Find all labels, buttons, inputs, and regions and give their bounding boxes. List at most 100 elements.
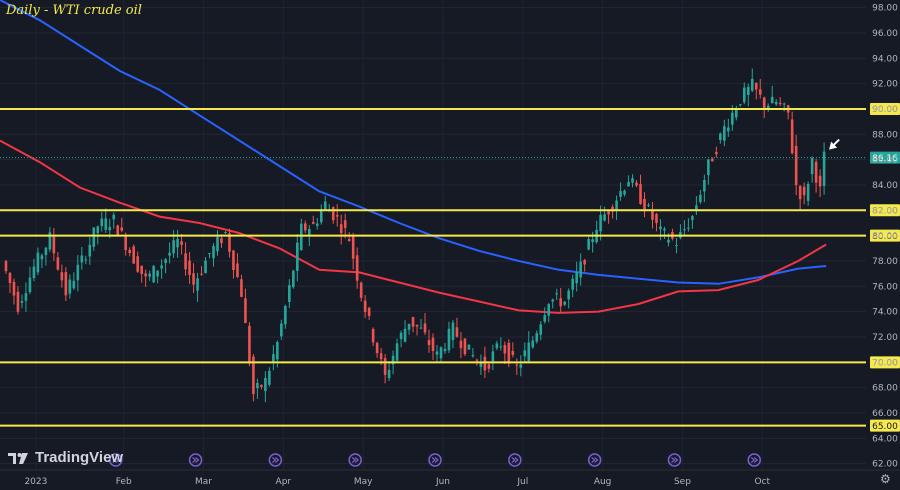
candle-body — [547, 304, 551, 316]
candle-body — [603, 214, 606, 221]
tradingview-logo-icon — [8, 451, 30, 465]
candle — [280, 319, 283, 341]
event-marker-chevron — [431, 457, 439, 463]
candle-body — [20, 301, 24, 303]
candle-body — [439, 347, 443, 359]
time-axis[interactable]: 2023 Feb Mar Apr May Jun Jul Aug Sep Oct — [0, 453, 900, 487]
candle — [359, 281, 363, 302]
candle-body — [387, 369, 391, 379]
candle — [762, 96, 766, 119]
candle — [459, 332, 463, 359]
price-tick-label: 78.00 — [872, 257, 898, 267]
time-tick-label: Mar — [195, 477, 212, 487]
price-axis[interactable]: 62.00 64.00 66.00 68.00 70.00 72.00 74.00 76.00… — [872, 4, 898, 470]
candle-body — [24, 293, 28, 301]
chart-title: Daily - WTI crude oil — [6, 3, 142, 18]
candle — [774, 99, 778, 106]
candle-body — [8, 272, 12, 284]
event-marker-icon[interactable] — [108, 453, 123, 467]
event-marker-circle — [188, 453, 203, 467]
candle-body — [814, 161, 818, 183]
time-tick-label: Jun — [435, 477, 450, 487]
candle-body — [220, 238, 223, 244]
event-marker-icon[interactable] — [428, 453, 442, 467]
candle — [184, 242, 187, 276]
candle — [256, 378, 259, 399]
price-tick-label: 92.00 — [872, 80, 898, 90]
candle-body — [407, 323, 411, 330]
candle-body — [607, 211, 610, 215]
candle — [511, 342, 515, 358]
candle — [750, 68, 754, 93]
candle-body — [4, 261, 8, 272]
candle-body — [627, 182, 630, 187]
event-marker-circle — [747, 453, 762, 467]
candle-body — [363, 300, 367, 312]
candle — [339, 214, 343, 245]
candle — [439, 346, 443, 364]
candle-body — [152, 265, 155, 283]
candle-body — [810, 157, 814, 175]
candle-body — [292, 270, 295, 288]
candle — [818, 169, 822, 198]
candle — [495, 340, 499, 351]
event-marker-icon[interactable] — [508, 453, 522, 467]
candle — [192, 263, 195, 293]
candle-body — [555, 293, 559, 295]
price-tick-label: 76.00 — [872, 282, 898, 292]
candle-body — [176, 238, 179, 248]
candle — [208, 252, 211, 259]
event-marker-icon[interactable] — [587, 453, 602, 467]
candle-body — [56, 257, 60, 270]
candle — [200, 266, 203, 276]
event-marker-icon[interactable] — [268, 453, 283, 467]
candle — [563, 301, 566, 307]
candle-body — [128, 249, 132, 254]
price-tick-label: 74.00 — [872, 308, 898, 318]
candle — [323, 195, 327, 211]
candle-body — [272, 354, 275, 363]
candle-body — [60, 272, 64, 281]
candle — [647, 202, 650, 208]
candle — [296, 234, 299, 282]
candle-body — [647, 204, 650, 206]
candle — [228, 228, 231, 258]
horizontal-levels[interactable]: 90.00 82.00 80.00 70.00 65.00 86.16 — [0, 102, 900, 432]
candle-body — [307, 229, 311, 235]
candle — [627, 175, 630, 187]
candle — [587, 236, 590, 251]
candle — [399, 330, 403, 348]
event-marker-icon[interactable] — [348, 453, 362, 467]
event-marker-icon[interactable] — [188, 453, 203, 467]
event-marker-circle — [667, 453, 682, 467]
candle — [355, 247, 359, 289]
candle — [515, 358, 519, 375]
level-label: 90.00 — [872, 105, 898, 115]
candle — [607, 209, 610, 224]
candle — [268, 367, 271, 387]
candle — [60, 264, 64, 288]
tradingview-logo[interactable]: TradingView — [8, 449, 123, 466]
candle-body — [160, 265, 163, 269]
candle-body — [415, 324, 419, 327]
candle-body — [132, 246, 135, 264]
settings-gear-icon[interactable]: ⚙ — [880, 472, 891, 486]
event-marker-icon[interactable] — [667, 453, 682, 467]
candle — [152, 265, 155, 284]
candle-body — [28, 277, 32, 293]
candle — [467, 344, 471, 350]
candle — [555, 288, 559, 301]
current-price-label: 86.16 — [872, 154, 898, 164]
time-tick-label: May — [354, 477, 373, 487]
candle — [335, 204, 339, 227]
price-tick-label: 72.00 — [872, 333, 898, 343]
candle-body — [443, 348, 447, 352]
event-marker-chevron — [511, 457, 519, 463]
candle-body — [790, 119, 794, 154]
candle — [635, 180, 638, 188]
candle — [675, 237, 678, 254]
candle-body — [339, 224, 343, 234]
candle — [810, 156, 814, 183]
event-marker-icon[interactable] — [747, 453, 762, 467]
